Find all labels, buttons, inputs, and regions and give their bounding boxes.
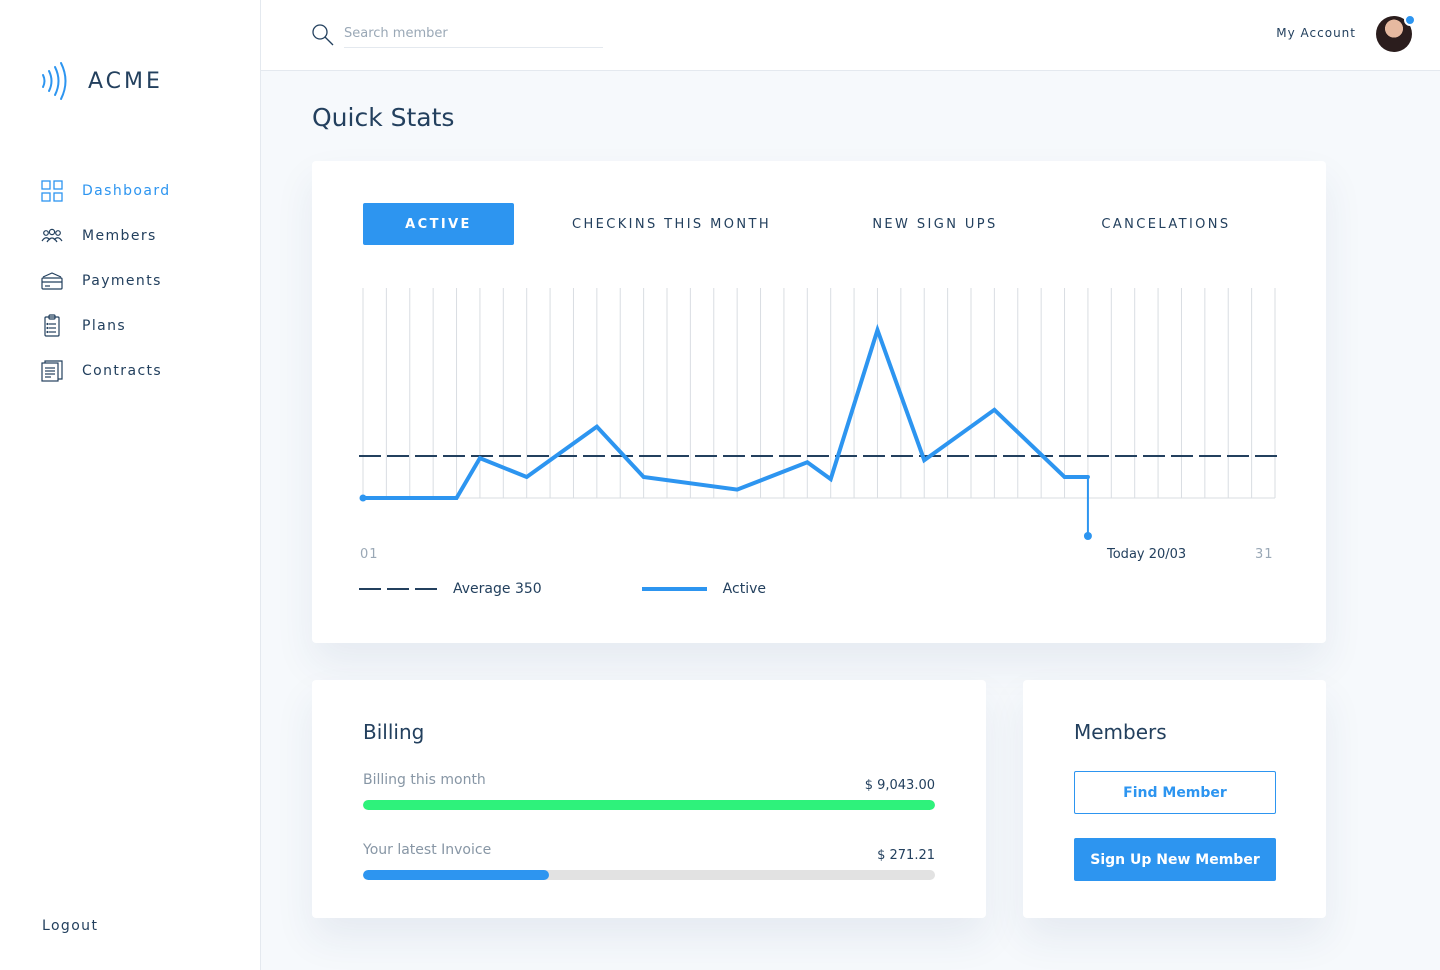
document-icon <box>40 359 64 383</box>
legend-label: Active <box>722 581 766 597</box>
billing-title: Billing <box>363 720 425 744</box>
legend-item-average: Average 350 <box>359 581 542 597</box>
sign-up-new-member-button[interactable]: Sign Up New Member <box>1074 838 1276 881</box>
x-axis-start-label: 01 <box>360 547 379 562</box>
my-account-link[interactable]: My Account <box>1276 26 1356 40</box>
active-series-line <box>361 323 1090 500</box>
tab-checkins[interactable]: CHECKINS THIS MONTH <box>571 216 772 232</box>
sidebar-item-payments[interactable]: Payments <box>40 258 171 303</box>
billing-month-value: $ 9,043.00 <box>864 778 935 793</box>
sidebar-item-label: Payments <box>82 272 162 289</box>
sidebar-item-members[interactable]: Members <box>40 213 171 258</box>
page-title: Quick Stats <box>312 103 455 132</box>
quick-stats-card: ACTIVE CHECKINS THIS MONTH NEW SIGN UPS … <box>312 161 1326 643</box>
clipboard-icon <box>40 313 64 338</box>
logout-link[interactable]: Logout <box>42 918 99 934</box>
dashed-line-swatch <box>359 588 437 590</box>
billing-card: Billing Billing this month $ 9,043.00 Yo… <box>312 680 986 918</box>
sidebar-item-plans[interactable]: Plans <box>40 303 171 348</box>
chart-legend: Average 350 Active <box>359 581 866 597</box>
stats-tabs: ACTIVE CHECKINS THIS MONTH NEW SIGN UPS … <box>363 203 1275 245</box>
members-title: Members <box>1074 720 1167 744</box>
sidebar: ACME Dashboard Members Payments Plans <box>0 0 261 970</box>
brand-logo[interactable]: ACME <box>40 60 163 102</box>
sidebar-nav: Dashboard Members Payments Plans Contrac… <box>40 168 171 393</box>
sidebar-item-label: Contracts <box>82 362 163 379</box>
today-marker-point <box>1083 532 1092 540</box>
search-bar <box>311 22 603 48</box>
signal-waves-icon <box>42 62 67 100</box>
solid-line-swatch <box>641 587 707 591</box>
members-card: Members Find Member Sign Up New Member <box>1023 680 1326 918</box>
billing-month-label: Billing this month <box>363 772 486 788</box>
legend-item-active: Active <box>641 581 766 597</box>
latest-invoice-value: $ 271.21 <box>877 848 935 863</box>
active-line-chart <box>359 288 1277 540</box>
sidebar-item-label: Dashboard <box>82 182 171 199</box>
credit-card-icon <box>40 269 64 293</box>
users-icon <box>40 224 64 248</box>
billing-month-progress <box>363 800 935 810</box>
grid-icon <box>40 179 64 203</box>
notification-dot <box>1404 14 1416 26</box>
search-icon[interactable] <box>311 23 335 47</box>
sidebar-item-contracts[interactable]: Contracts <box>40 348 171 393</box>
sidebar-item-label: Plans <box>82 317 127 334</box>
progress-fill <box>363 800 935 810</box>
progress-fill <box>363 870 549 880</box>
latest-invoice-progress <box>363 870 935 880</box>
tab-new-sign-ups[interactable]: NEW SIGN UPS <box>872 216 998 232</box>
legend-label: Average 350 <box>453 581 542 597</box>
sidebar-item-label: Members <box>82 227 157 244</box>
brand-name: ACME <box>88 68 163 94</box>
top-header: My Account <box>261 0 1440 71</box>
search-input[interactable] <box>344 22 603 48</box>
tab-cancelations[interactable]: CANCELATIONS <box>1101 216 1231 232</box>
sidebar-item-dashboard[interactable]: Dashboard <box>40 168 171 213</box>
find-member-button[interactable]: Find Member <box>1074 771 1276 814</box>
today-label: Today 20/03 <box>1107 547 1187 562</box>
latest-invoice-label: Your latest Invoice <box>363 842 492 858</box>
series-start-point <box>359 494 367 502</box>
x-axis-end-label: 31 <box>1255 547 1274 562</box>
tab-active[interactable]: ACTIVE <box>363 203 514 245</box>
